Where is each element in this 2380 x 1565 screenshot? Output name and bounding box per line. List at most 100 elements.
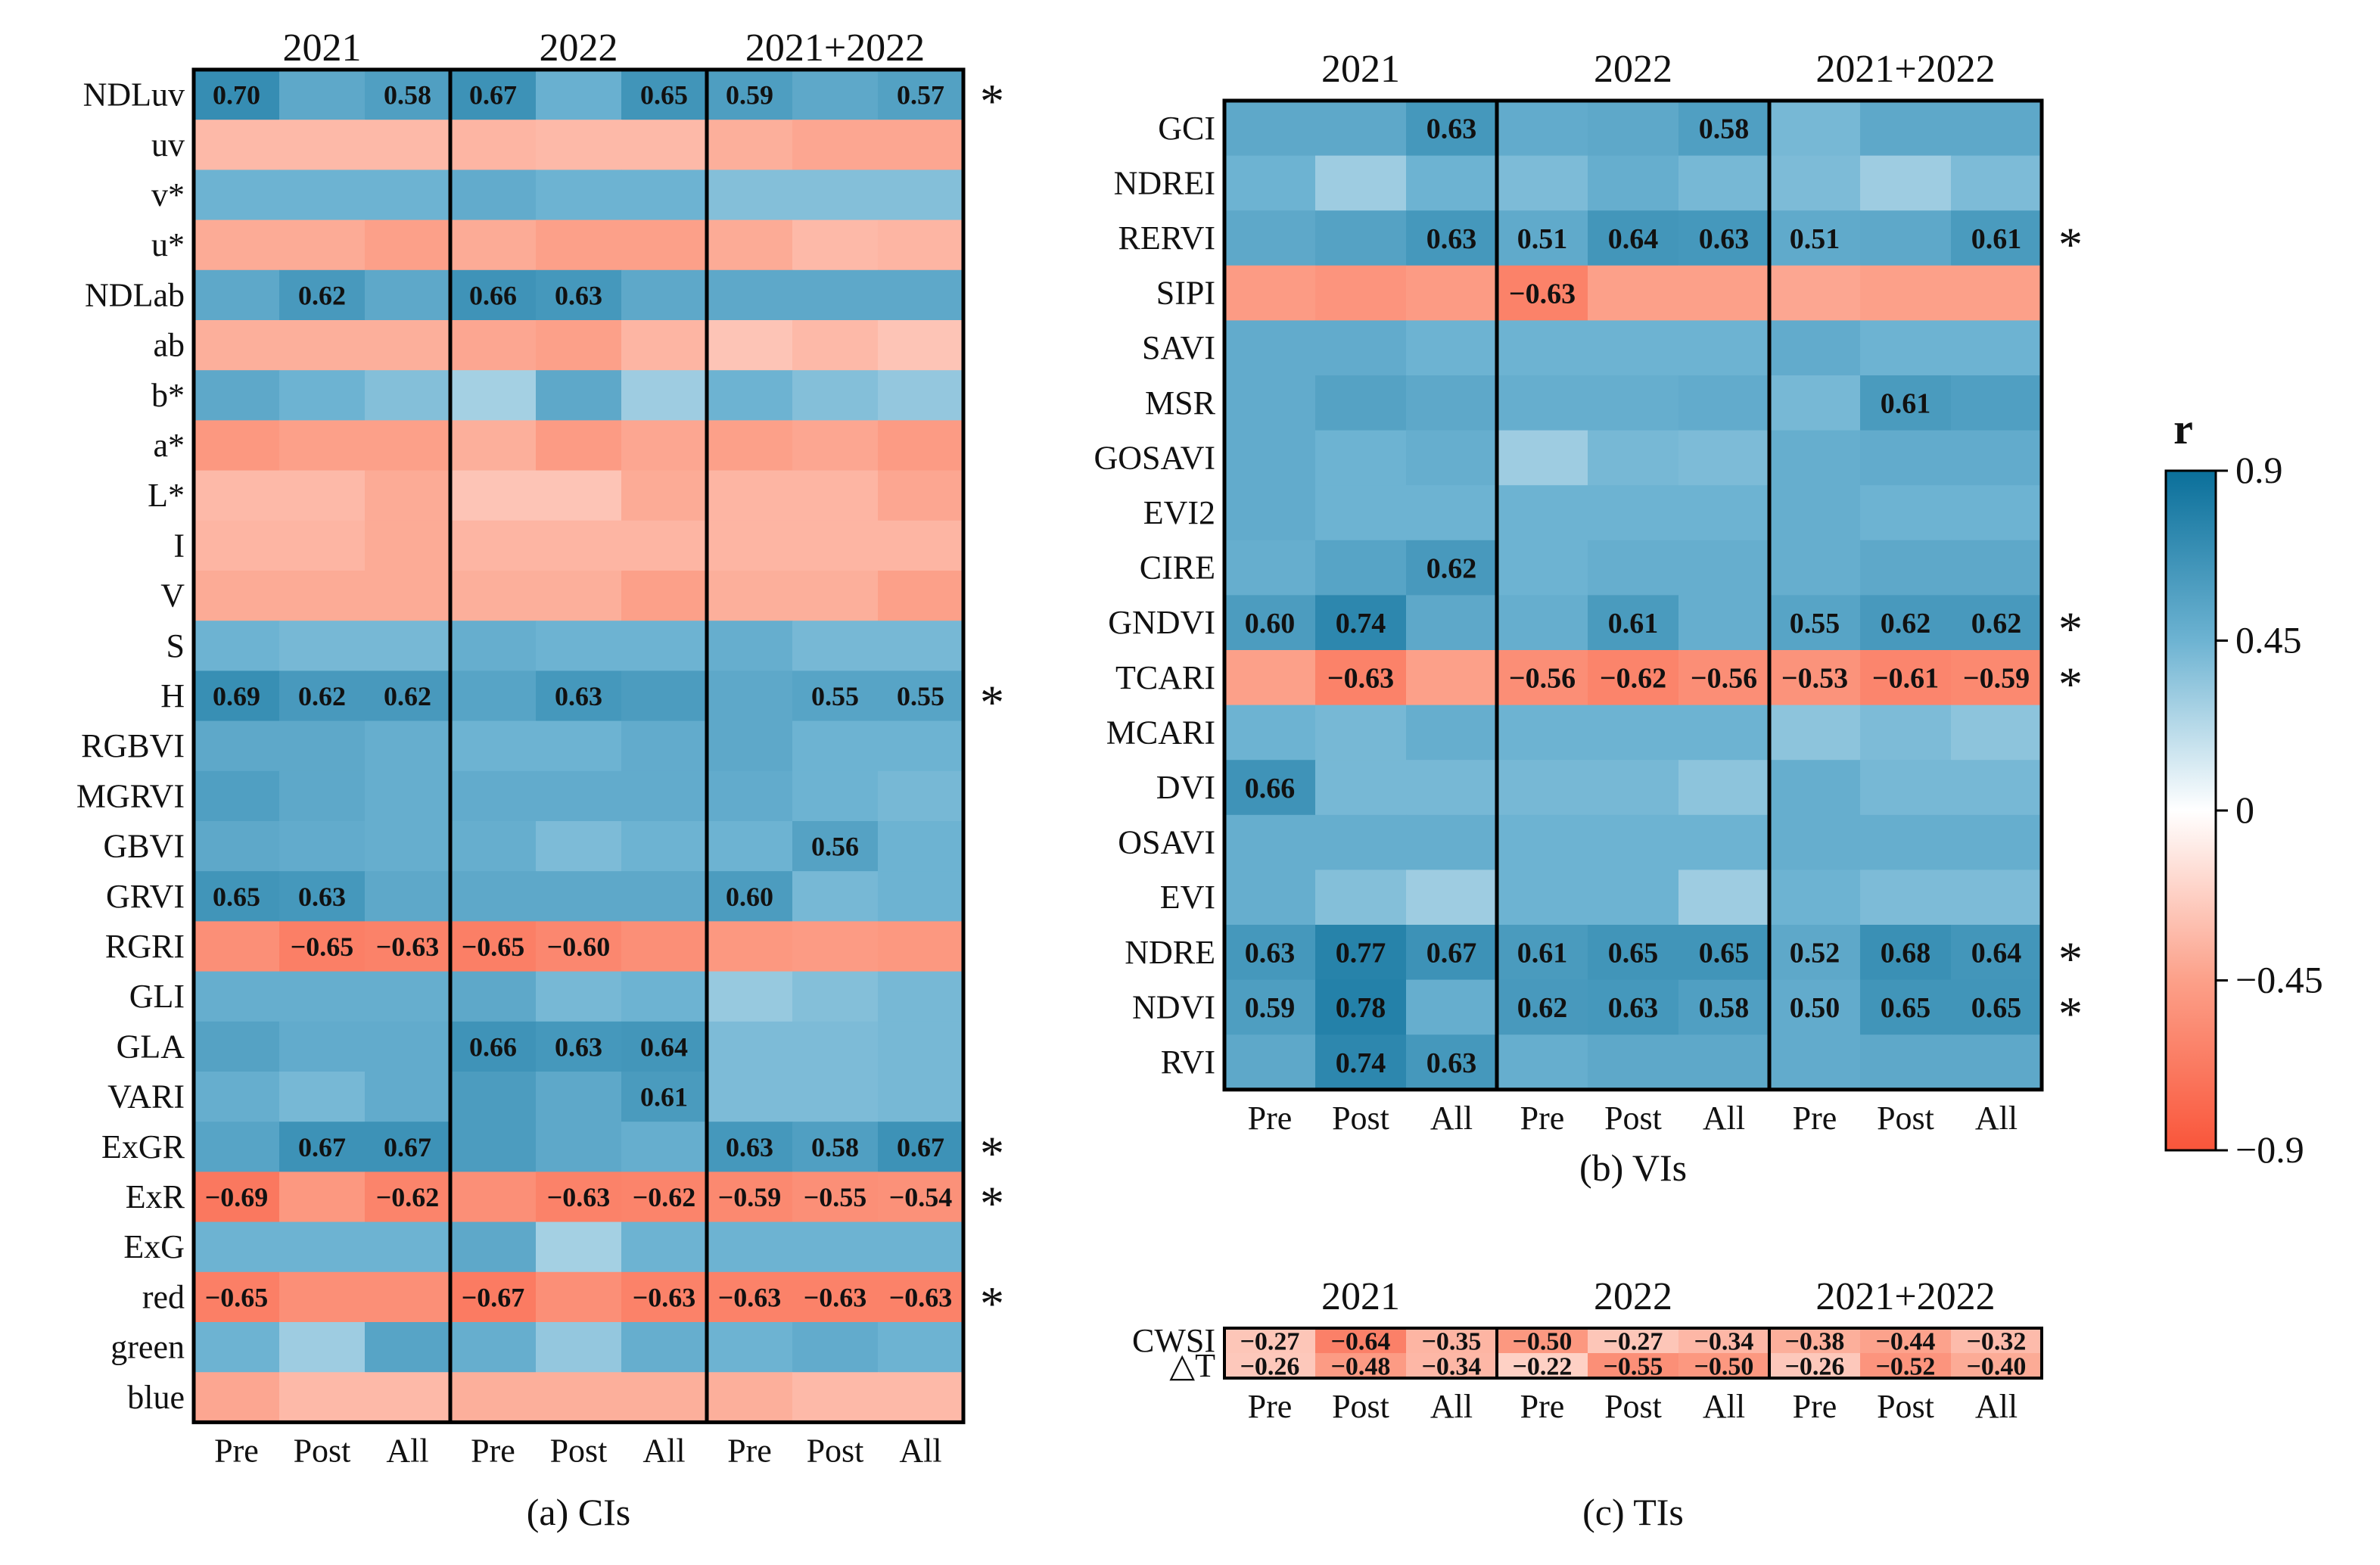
cell-value-label: −0.44 (1876, 1327, 1936, 1355)
row-label-sipi: SIPI (1156, 275, 1215, 312)
row-label-savi: SAVI (1142, 329, 1215, 366)
cell-value-label: −0.62 (376, 1182, 440, 1212)
heatmap-cell-osavi-3 (1497, 814, 1588, 870)
heatmap-cell-cire-2 (1406, 540, 1498, 596)
cell-value-label: −0.60 (547, 932, 611, 962)
cell-value-label: −0.63 (376, 932, 440, 962)
row-label-blue: blue (127, 1379, 185, 1416)
heatmap-cell-exg-0 (194, 1221, 280, 1273)
heatmap-cell-v-8 (878, 170, 964, 221)
row-label-exr: ExR (126, 1178, 185, 1215)
heatmap-cell-dvi-4 (1588, 760, 1679, 816)
heatmap-cell-l-0 (194, 470, 280, 521)
heatmap-cell-tcari-2 (1406, 650, 1498, 706)
heatmap-cell-rgri-7 (792, 921, 879, 972)
column-label-post: Post (294, 1432, 351, 1469)
heatmap-cell-gbvi-3 (450, 821, 537, 872)
heatmap-cell-l-6 (707, 470, 793, 521)
heatmap-cell-t-4 (1588, 1353, 1679, 1379)
cell-value-label: 0.63 (555, 681, 602, 711)
cell-value-label: −0.64 (1331, 1327, 1391, 1355)
heatmap-cell-rervi-5 (1678, 210, 1770, 266)
heatmap-cell-rvi-4 (1588, 1035, 1679, 1091)
heatmap-cell-exgr-2 (365, 1122, 451, 1172)
heatmap-cell-b-5 (621, 370, 708, 421)
heatmap-cell-exgr-4 (536, 1122, 622, 1172)
heatmap-cell-dvi-2 (1406, 760, 1498, 816)
row-label-rgri: RGRI (105, 928, 185, 965)
row-label-u: u* (151, 226, 185, 263)
heatmap-cell-uv-1 (279, 120, 366, 170)
heatmap-frame (1223, 1327, 2043, 1380)
heatmap-cell-savi-8 (1951, 320, 2042, 376)
heatmap-cell-green-1 (279, 1322, 366, 1373)
row-label-rvi: RVI (1161, 1044, 1215, 1081)
row-label-gndvi: GNDVI (1108, 604, 1215, 641)
heatmap-cell-gci-8 (1951, 101, 2042, 157)
cell-value-label: −0.56 (1509, 663, 1576, 695)
heatmap-cell-cwsi-6 (1769, 1328, 1861, 1354)
heatmap-cell-exr-0 (194, 1171, 280, 1223)
heatmap-cell-exgr-0 (194, 1122, 280, 1172)
cell-value-label: 0.62 (1517, 992, 1568, 1024)
heatmap-cell-i-2 (365, 520, 451, 571)
heatmap-cell-exg-6 (707, 1221, 793, 1273)
heatmap-cell-l-2 (365, 470, 451, 521)
heatmap-cell-evi2-7 (1860, 485, 1952, 541)
cell-value-label: 0.63 (1608, 992, 1659, 1024)
heatmap-cell-gla-4 (536, 1021, 622, 1072)
heatmap-cell-rgbvi-1 (279, 720, 366, 772)
year-header-2022: 2022 (1594, 1275, 1672, 1318)
heatmap-cell-blue-3 (450, 1372, 537, 1423)
heatmap-cell-evi2-4 (1588, 485, 1679, 541)
cell-value-label: 0.64 (640, 1032, 688, 1063)
heatmap-cell-uv-7 (792, 120, 879, 170)
cell-value-label: 0.65 (1971, 992, 2022, 1024)
heatmap-cell-sipi-7 (1860, 265, 1952, 321)
heatmap-cell-ndrei-7 (1860, 155, 1952, 211)
heatmap-cell-gndvi-8 (1951, 595, 2042, 651)
cell-value-label: 0.58 (1699, 114, 1750, 145)
heatmap-cell-l-8 (878, 470, 964, 521)
cell-value-label: −0.65 (291, 932, 354, 962)
heatmap-cell-green-2 (365, 1322, 451, 1373)
heatmap-cell-tcari-7 (1860, 650, 1952, 706)
heatmap-cell-grvi-4 (536, 871, 622, 922)
year-header-2022: 2022 (540, 26, 618, 70)
column-label-pre: Pre (1520, 1388, 1565, 1425)
heatmap-cell-s-3 (450, 621, 537, 671)
heatmap-cell-gndvi-4 (1588, 595, 1679, 651)
heatmap-cell-ndlab-3 (450, 269, 537, 321)
heatmap-cell-t-3 (1497, 1353, 1588, 1379)
cell-value-label: −0.50 (1513, 1327, 1573, 1355)
heatmap-cell-gosavi-6 (1769, 430, 1861, 486)
heatmap-cell-msr-3 (1497, 375, 1588, 431)
heatmap-cell-gli-2 (365, 971, 451, 1022)
heatmap-cell-ndluv-8 (878, 70, 964, 120)
column-label-all: All (899, 1432, 941, 1469)
year-header-2021: 2021 (283, 26, 362, 70)
heatmap-cell-savi-0 (1224, 320, 1316, 376)
heatmap-cell-evi2-0 (1224, 485, 1316, 541)
heatmap-cell-green-0 (194, 1322, 280, 1373)
heatmap-cell-ndre-3 (1497, 925, 1588, 981)
cell-value-label: 0.63 (1699, 223, 1750, 255)
column-label-all: All (1975, 1100, 2018, 1137)
colorbar-tick-label: 0 (2235, 789, 2254, 831)
heatmap-cell-u-6 (707, 219, 793, 271)
cell-value-label: 0.59 (726, 80, 773, 110)
column-label-pre: Pre (1248, 1100, 1293, 1137)
heatmap-cell-rgbvi-7 (792, 720, 879, 772)
heatmap-cell-gli-1 (279, 971, 366, 1022)
row-label-rervi: RERVI (1118, 219, 1215, 257)
heatmap-cell-rervi-8 (1951, 210, 2042, 266)
cell-value-label: −0.26 (1240, 1352, 1300, 1380)
heatmap-cell-vari-6 (707, 1072, 793, 1122)
heatmap-cell-gbvi-4 (536, 821, 622, 872)
column-label-pre: Pre (471, 1432, 515, 1469)
cell-value-label: 0.55 (897, 681, 944, 711)
heatmap-cell-red-8 (878, 1271, 964, 1323)
cell-value-label: 0.60 (726, 882, 773, 912)
heatmap-cell-sipi-6 (1769, 265, 1861, 321)
heatmap-cell-dvi-1 (1315, 760, 1407, 816)
